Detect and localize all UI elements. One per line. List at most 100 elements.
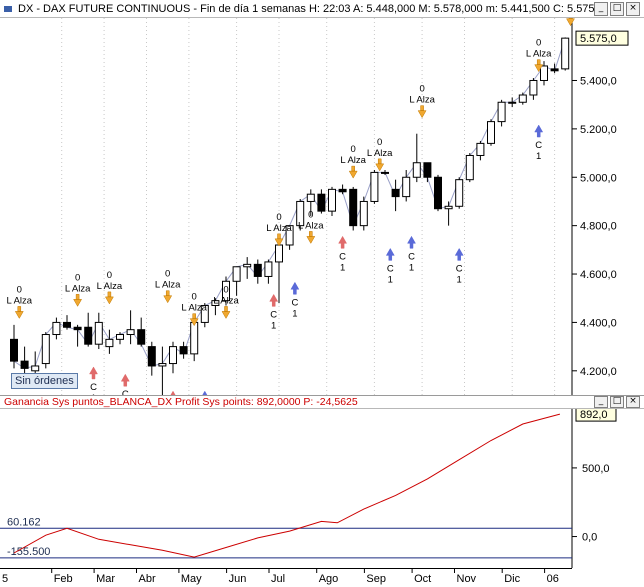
candle — [200, 303, 209, 328]
down-arrow-icon — [306, 231, 316, 244]
month-label: May — [181, 573, 202, 585]
candle-body — [94, 321, 103, 345]
close-signal: C1 — [269, 293, 279, 331]
candle-body — [550, 68, 559, 72]
down-arrow-icon — [104, 291, 114, 305]
candle — [10, 324, 18, 369]
up-arrow-icon — [338, 235, 348, 249]
indicator-close-button[interactable]: × — [626, 396, 640, 408]
candle — [529, 78, 538, 100]
candle — [179, 341, 188, 359]
up-arrow-icon — [269, 293, 279, 307]
equity-tick-label: 500,0 — [582, 463, 610, 475]
maximize-button[interactable]: □ — [610, 1, 624, 16]
down-arrow-icon — [163, 290, 173, 304]
long-signal: 0L Alza — [213, 284, 239, 319]
candle-body — [444, 205, 453, 210]
long-signal: 0L Alza — [97, 270, 123, 305]
candle — [211, 298, 220, 316]
price-tick-label: 4.200,0 — [580, 366, 617, 378]
last-price-label: 5.575,0 — [580, 33, 617, 45]
long-signal-count: 0 — [419, 84, 424, 95]
candle-body — [63, 321, 71, 328]
long-signal-count: 0 — [165, 269, 170, 280]
price-chart[interactable]: 4.200,0 4.400,0 4.600,0 4.800,0 5.000,0 5.200… — [0, 18, 644, 397]
candle-body — [518, 94, 527, 103]
close-signal-label: C — [456, 263, 463, 274]
candle-body — [20, 360, 29, 369]
up-arrow-icon — [89, 366, 98, 380]
candle — [444, 201, 453, 226]
candle-body — [529, 79, 538, 96]
candle-body — [296, 200, 305, 227]
close-button[interactable]: × — [626, 1, 640, 16]
equity-chart[interactable]: 500,0 0,0 60.162 -155.500 892,0 — [0, 409, 644, 568]
candle — [126, 310, 135, 345]
up-arrow-icon — [385, 247, 395, 261]
window-menu-icon[interactable] — [2, 3, 14, 15]
long-signal-label: L Alza — [65, 283, 91, 294]
long-signal-label: L Alza — [213, 295, 239, 306]
candle — [402, 170, 411, 202]
price-tick-label: 5.000,0 — [580, 172, 617, 184]
candle — [349, 186, 358, 231]
down-arrow-icon — [274, 233, 284, 247]
candle — [105, 329, 114, 354]
candle — [550, 63, 559, 74]
candle-body — [359, 200, 368, 227]
indicator-title-bar[interactable]: Ganancia Sys puntos_BLANCA_DX Profit Sys… — [0, 395, 644, 409]
minimize-button[interactable]: _ — [594, 1, 608, 16]
down-arrow-icon — [221, 306, 231, 319]
candle-body — [84, 326, 93, 345]
month-label: Nov — [457, 573, 477, 585]
month-label: Mar — [96, 573, 115, 585]
orders-button[interactable]: Sin órdenes — [11, 373, 78, 389]
candle — [169, 341, 177, 374]
candle-body — [211, 300, 220, 306]
long-signal-label: L Alza — [526, 49, 552, 60]
close-signal-count: 1 — [409, 262, 414, 273]
long-signal: 0L Alza — [367, 137, 393, 172]
close-trend-line — [13, 37, 566, 369]
long-signal-label: L Alza — [340, 155, 366, 166]
long-signal: 0L Alza — [266, 212, 292, 247]
equity-tick-label: 0,0 — [582, 532, 597, 544]
candle-body — [381, 171, 389, 174]
close-signal-label: C — [291, 297, 298, 308]
indicator-title: Ganancia Sys puntos_BLANCA_DX Profit Sys… — [4, 396, 358, 408]
up-arrow-icon — [120, 373, 130, 387]
candle-body — [434, 176, 442, 210]
month-label: 06 — [547, 573, 559, 585]
candle — [518, 92, 527, 105]
candle-body — [476, 142, 485, 156]
candle — [84, 312, 93, 347]
candle — [158, 346, 167, 395]
long-signal: 0L Alza — [181, 292, 208, 327]
close-signal: C1 — [385, 247, 395, 285]
candle-body — [391, 188, 400, 198]
long-signal: 0L Alza — [298, 209, 324, 244]
candle — [540, 61, 548, 86]
equity-last-tag — [575, 409, 617, 422]
candle — [455, 177, 464, 209]
equity-curve — [13, 413, 561, 558]
month-label: Jul — [271, 573, 285, 585]
close-signal-count: 1 — [536, 151, 541, 162]
candle-body — [370, 171, 379, 202]
long-signal-label: L Alza — [409, 95, 435, 106]
price-tick-label: 4.400,0 — [580, 317, 617, 329]
candle-body — [402, 176, 411, 198]
long-signal: 0L Alza — [526, 38, 552, 73]
indicator-minimize-button[interactable]: _ — [594, 396, 608, 408]
candle — [94, 312, 103, 350]
close-signal: C1 — [454, 247, 464, 285]
long-signal-count: 0 — [223, 284, 228, 295]
candle — [137, 317, 146, 347]
long-signal-count: 0 — [536, 38, 541, 49]
indicator-maximize-button[interactable]: □ — [610, 396, 624, 408]
chart-title-bar[interactable]: DX - DAX FUTURE CONTINUOUS - Fin de día … — [0, 0, 644, 18]
candle-body — [540, 65, 548, 81]
close-signal-count: 1 — [388, 274, 393, 285]
candle — [285, 225, 294, 250]
close-signal: C1 — [338, 235, 348, 273]
